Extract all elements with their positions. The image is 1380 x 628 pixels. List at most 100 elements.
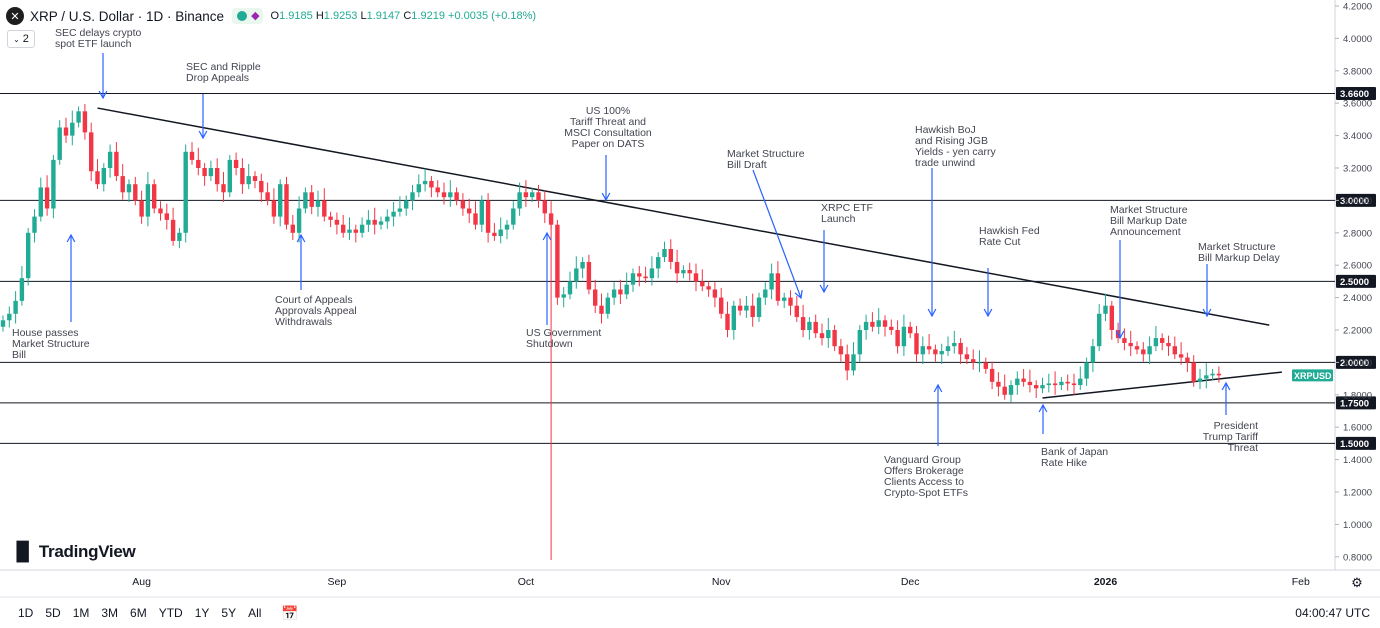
candle bbox=[687, 270, 692, 274]
timeframe-6m[interactable]: 6M bbox=[130, 606, 147, 620]
timeframe-all[interactable]: All bbox=[248, 606, 262, 620]
candle bbox=[341, 224, 346, 233]
candle bbox=[908, 326, 913, 334]
candle bbox=[914, 333, 919, 355]
y-tick-label: 1.0000 bbox=[1343, 520, 1372, 531]
timeframe-1m[interactable]: 1M bbox=[72, 606, 90, 620]
annotation-text: Drop Appeals bbox=[186, 72, 249, 84]
candle bbox=[296, 208, 302, 233]
calendar-icon[interactable]: 📅 bbox=[281, 604, 299, 621]
candle bbox=[70, 122, 75, 136]
timeframe-ytd[interactable]: YTD bbox=[158, 606, 183, 620]
candle bbox=[189, 151, 195, 160]
arrowhead-icon bbox=[1202, 308, 1212, 318]
symbol-price-tag-bg bbox=[1292, 369, 1333, 382]
candle bbox=[139, 200, 144, 217]
share-icon: ◆ bbox=[251, 10, 260, 22]
candle bbox=[240, 168, 245, 185]
arrowhead-icon bbox=[819, 284, 829, 294]
y-tick-label: 0.8000 bbox=[1343, 552, 1372, 563]
header-status-pills[interactable]: ◆ bbox=[232, 8, 263, 24]
annotation-text: House passes bbox=[12, 327, 79, 339]
arrowhead-icon bbox=[542, 231, 552, 241]
arrowhead-icon bbox=[1221, 381, 1231, 391]
timeframe-1y[interactable]: 1Y bbox=[194, 606, 210, 620]
annotation-text: Rate Hike bbox=[1041, 457, 1087, 469]
timeframe-5d[interactable]: 5D bbox=[45, 606, 61, 620]
candle bbox=[1147, 346, 1152, 355]
candle bbox=[1134, 346, 1140, 350]
clock[interactable]: 04:00:47 UTC bbox=[1295, 606, 1370, 620]
candle bbox=[523, 192, 529, 198]
symbol-title[interactable]: XRP / U.S. Dollar · 1D · Binance bbox=[30, 8, 225, 24]
level-label: 3.6600 bbox=[1340, 89, 1369, 100]
candle bbox=[353, 229, 358, 233]
candle bbox=[372, 219, 377, 225]
annotation-text: Market Structure bbox=[1198, 241, 1276, 253]
candle bbox=[290, 224, 295, 233]
annotation-text: Withdrawals bbox=[275, 316, 332, 328]
candle bbox=[441, 192, 447, 198]
candle bbox=[1128, 342, 1133, 347]
annotation-text: Yields - yen carry bbox=[915, 146, 996, 158]
candle bbox=[952, 342, 957, 347]
candle bbox=[347, 229, 352, 233]
candle bbox=[252, 176, 258, 181]
annotation-text: and Rising JGB bbox=[915, 135, 988, 147]
level-label: 3.0000 bbox=[1340, 196, 1369, 207]
x-tick-label: Feb bbox=[1292, 576, 1310, 588]
candle bbox=[769, 273, 774, 290]
candle bbox=[838, 346, 844, 355]
candle bbox=[404, 200, 409, 209]
candle bbox=[1185, 357, 1190, 363]
candle bbox=[202, 168, 207, 177]
candle bbox=[1046, 383, 1051, 386]
candle bbox=[580, 261, 585, 269]
candle bbox=[1103, 305, 1108, 314]
annotation-text: Threat bbox=[1228, 442, 1258, 454]
y-tick-label: 2.4000 bbox=[1343, 293, 1372, 304]
candle bbox=[177, 232, 182, 241]
candle bbox=[643, 276, 648, 279]
candle bbox=[51, 159, 56, 209]
timeframe-3m[interactable]: 3M bbox=[101, 606, 119, 620]
candle bbox=[668, 249, 673, 262]
candle bbox=[435, 187, 440, 193]
level-label-bg bbox=[1336, 274, 1376, 288]
candle bbox=[1015, 378, 1020, 386]
candle bbox=[467, 208, 472, 214]
candle bbox=[1197, 378, 1203, 382]
level-label-bg bbox=[1336, 86, 1376, 100]
x-tick-label: Sep bbox=[328, 576, 347, 588]
candle bbox=[945, 346, 951, 352]
candle bbox=[13, 300, 18, 314]
candle bbox=[265, 192, 270, 201]
candle bbox=[76, 111, 81, 123]
indicators-toggle-button[interactable]: ⌄ 2 bbox=[7, 30, 35, 48]
timeframe-5y[interactable]: 5Y bbox=[221, 606, 237, 620]
candle bbox=[845, 354, 850, 371]
candle bbox=[416, 184, 421, 193]
chevron-down-icon: ⌄ bbox=[13, 34, 20, 44]
candle bbox=[895, 330, 900, 347]
candle bbox=[977, 362, 982, 364]
arrowhead-icon bbox=[601, 192, 611, 202]
candle bbox=[593, 289, 598, 306]
ohlc-readout: O1.9185 H1.9253 L1.9147 C1.9219 +0.0035 … bbox=[270, 10, 537, 22]
timeframe-1d[interactable]: 1D bbox=[18, 606, 34, 620]
candle bbox=[492, 232, 497, 237]
y-tick-label: 2.0000 bbox=[1343, 358, 1372, 369]
candle bbox=[278, 184, 283, 217]
gear-icon[interactable]: ⚙ bbox=[1351, 575, 1363, 590]
candle bbox=[1078, 378, 1083, 386]
candle bbox=[996, 381, 1001, 387]
candle bbox=[737, 305, 743, 311]
candle bbox=[334, 219, 340, 225]
candle bbox=[271, 200, 277, 217]
candle bbox=[794, 305, 799, 318]
candle bbox=[618, 289, 623, 295]
candle bbox=[989, 368, 995, 382]
tradingview-mark-icon: ▐▌ bbox=[10, 541, 35, 561]
candle bbox=[1097, 313, 1102, 347]
